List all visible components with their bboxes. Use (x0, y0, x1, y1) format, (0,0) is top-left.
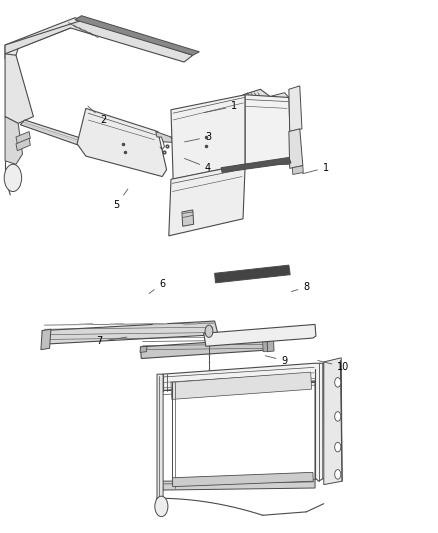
Polygon shape (289, 86, 302, 132)
Text: 1: 1 (204, 101, 237, 112)
Polygon shape (41, 329, 51, 350)
Polygon shape (207, 334, 211, 338)
Circle shape (205, 325, 213, 337)
Polygon shape (157, 374, 163, 503)
Polygon shape (162, 479, 315, 490)
Polygon shape (289, 129, 303, 168)
Polygon shape (75, 15, 199, 55)
Circle shape (335, 411, 341, 421)
Text: 10: 10 (318, 360, 350, 372)
Polygon shape (16, 132, 30, 144)
Polygon shape (172, 472, 313, 487)
Polygon shape (215, 265, 290, 283)
Polygon shape (182, 210, 194, 227)
Polygon shape (272, 93, 289, 102)
Text: 8: 8 (292, 282, 309, 292)
Text: 4: 4 (184, 158, 211, 173)
Circle shape (155, 496, 168, 516)
Polygon shape (5, 117, 22, 164)
Text: 5: 5 (113, 189, 128, 210)
Circle shape (335, 442, 341, 452)
Text: 6: 6 (149, 279, 165, 294)
Polygon shape (155, 132, 173, 142)
Polygon shape (243, 90, 272, 104)
Circle shape (335, 470, 341, 479)
Text: 9: 9 (265, 356, 288, 366)
Polygon shape (292, 166, 303, 174)
Polygon shape (324, 358, 342, 484)
Polygon shape (141, 338, 274, 359)
Polygon shape (16, 139, 30, 151)
Polygon shape (171, 95, 245, 179)
Polygon shape (204, 325, 316, 346)
Text: 3: 3 (184, 132, 211, 142)
Polygon shape (169, 164, 245, 236)
Polygon shape (162, 364, 325, 481)
Text: 2: 2 (88, 106, 106, 125)
Text: 1: 1 (303, 163, 329, 174)
Polygon shape (140, 346, 147, 352)
Polygon shape (5, 54, 33, 123)
Circle shape (4, 164, 21, 191)
Polygon shape (42, 321, 218, 344)
Polygon shape (5, 20, 193, 62)
Polygon shape (221, 157, 291, 173)
Polygon shape (267, 338, 274, 352)
Polygon shape (263, 340, 268, 352)
Polygon shape (77, 108, 166, 176)
Polygon shape (20, 120, 151, 168)
Polygon shape (171, 127, 199, 140)
Polygon shape (171, 372, 311, 399)
Polygon shape (5, 18, 88, 59)
Text: 7: 7 (96, 336, 127, 346)
Polygon shape (245, 95, 291, 164)
Circle shape (335, 377, 341, 387)
